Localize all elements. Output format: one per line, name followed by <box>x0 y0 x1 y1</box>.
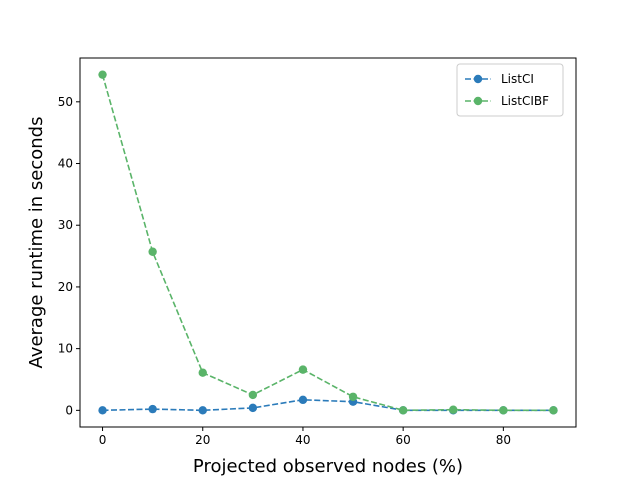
data-point-listcibf <box>499 406 508 415</box>
series-line-listci <box>102 398 554 412</box>
y-tick-label: 20 <box>58 280 73 294</box>
series-layer <box>98 70 558 415</box>
legend-marker-listci <box>473 74 483 84</box>
legend-label-listcibf: ListCIBF <box>501 94 549 108</box>
legend-marker-listcibf <box>473 96 483 106</box>
x-axis-label: Projected observed nodes (%) <box>193 456 463 477</box>
data-point-listcibf <box>449 405 458 414</box>
data-point-listcibf <box>398 406 408 415</box>
data-point-listci <box>198 406 207 415</box>
data-point-listci <box>148 404 157 414</box>
data-point-listcibf <box>198 368 207 377</box>
data-point-listcibf <box>298 365 308 374</box>
x-axis: 0 20 40 60 80 <box>99 427 511 447</box>
data-point-listcibf <box>248 390 258 400</box>
y-tick-label: 30 <box>58 218 73 232</box>
x-tick-label: 60 <box>396 433 411 447</box>
legend: ListCI ListCIBF <box>456 63 564 117</box>
x-tick-label: 80 <box>496 433 511 447</box>
y-tick-label: 0 <box>65 403 73 417</box>
y-axis-label: Average runtime in seconds <box>26 117 47 369</box>
y-tick-label: 10 <box>58 342 73 356</box>
data-point-listcibf <box>549 406 558 415</box>
data-point-listcibf <box>348 392 358 401</box>
y-tick-label: 40 <box>58 157 73 171</box>
data-point-listci <box>298 395 308 405</box>
y-axis: 0 10 20 30 40 50 <box>58 95 80 417</box>
y-tick-label: 50 <box>58 95 73 109</box>
data-point-listcibf <box>98 70 107 79</box>
x-tick-label: 0 <box>99 433 107 447</box>
data-point-listci <box>98 406 107 415</box>
series-line-listcibf <box>101 74 554 412</box>
legend-box <box>456 63 564 117</box>
x-tick-label: 40 <box>295 433 310 447</box>
plot-frame <box>79 57 577 428</box>
x-tick-label: 20 <box>195 433 210 447</box>
data-point-listcibf <box>148 247 157 256</box>
data-point-listci <box>248 403 258 413</box>
legend-label-listci: ListCI <box>501 72 534 86</box>
